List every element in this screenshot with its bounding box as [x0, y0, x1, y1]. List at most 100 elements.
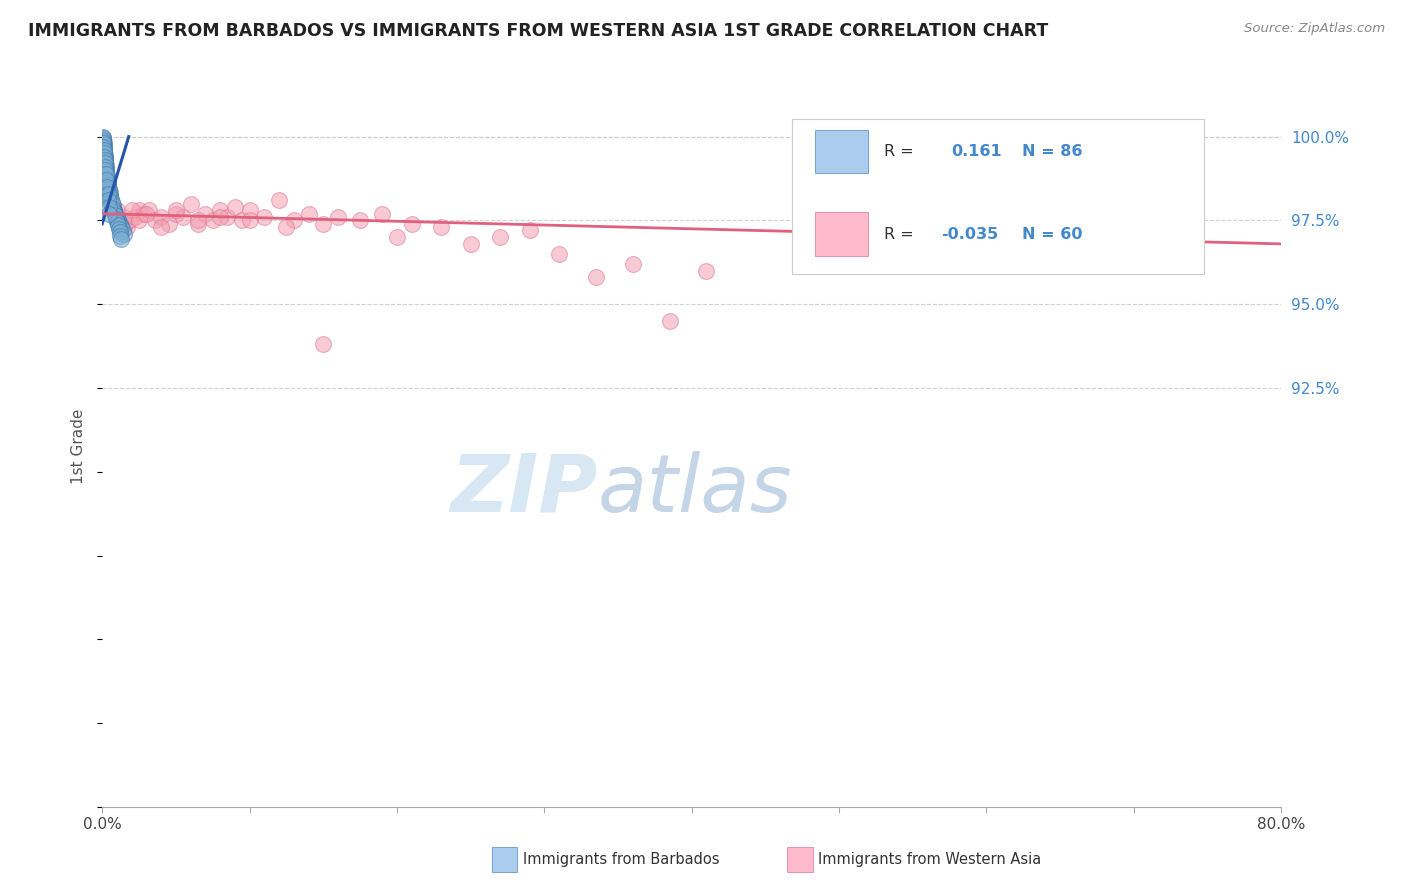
Point: [105, 210, 128, 224]
Text: Source: ZipAtlas.com: Source: ZipAtlas.com: [1244, 22, 1385, 36]
Point: [111, 223, 134, 237]
Point: [658, 314, 681, 328]
Point: [107, 213, 129, 227]
Point: [93, 146, 115, 161]
Point: [91, 133, 114, 147]
Point: [100, 196, 122, 211]
Point: [187, 217, 209, 231]
Point: [385, 230, 408, 244]
Point: [93, 139, 115, 153]
Point: [326, 210, 349, 224]
Point: [283, 213, 305, 227]
Text: Immigrants from Barbados: Immigrants from Barbados: [523, 853, 720, 867]
Point: [239, 203, 262, 218]
Point: [110, 232, 132, 246]
Point: [267, 194, 290, 208]
Point: [96, 186, 118, 201]
Point: [98, 190, 121, 204]
Point: [98, 185, 121, 199]
Point: [138, 203, 160, 218]
Point: [585, 270, 607, 285]
Point: [105, 210, 128, 224]
Point: [101, 200, 124, 214]
Text: R =: R =: [884, 227, 914, 242]
Point: [93, 139, 115, 153]
Point: [94, 163, 117, 178]
Point: [97, 183, 120, 197]
Point: [96, 180, 118, 194]
Point: [96, 167, 118, 181]
Point: [105, 210, 128, 224]
Point: [180, 196, 202, 211]
Point: [103, 203, 125, 218]
Point: [97, 175, 120, 189]
Point: [104, 207, 127, 221]
Point: [105, 211, 128, 226]
Point: [94, 154, 117, 169]
Text: Immigrants from Western Asia: Immigrants from Western Asia: [818, 853, 1042, 867]
Point: [107, 222, 129, 236]
Point: [231, 213, 253, 227]
Point: [187, 213, 209, 227]
Point: [110, 220, 132, 235]
Point: [143, 213, 166, 227]
Point: [312, 217, 335, 231]
Point: [135, 207, 157, 221]
Point: [94, 158, 117, 172]
Point: [110, 217, 132, 231]
Point: [239, 213, 262, 227]
Point: [100, 192, 122, 206]
Point: [101, 200, 124, 214]
Point: [107, 219, 129, 233]
Point: [150, 210, 173, 224]
Point: [401, 217, 423, 231]
Point: [94, 160, 117, 174]
Point: [93, 145, 115, 159]
Point: [107, 213, 129, 227]
FancyBboxPatch shape: [792, 119, 1205, 274]
Point: [96, 169, 118, 184]
Point: [312, 337, 335, 351]
Point: [120, 213, 142, 227]
Point: [112, 227, 135, 241]
Point: [103, 202, 125, 216]
Point: [349, 213, 371, 227]
Point: [93, 148, 115, 162]
Text: atlas: atlas: [598, 451, 792, 529]
Point: [97, 200, 120, 214]
Text: N = 60: N = 60: [1022, 227, 1083, 242]
Point: [128, 203, 150, 218]
Point: [209, 210, 232, 224]
Point: [253, 210, 276, 224]
Point: [165, 203, 187, 218]
Point: [91, 129, 114, 144]
Point: [93, 136, 115, 151]
Point: [93, 153, 115, 167]
Point: [157, 217, 180, 231]
Point: [93, 146, 115, 161]
Point: [110, 220, 132, 235]
Point: [93, 143, 115, 157]
Point: [98, 188, 121, 202]
Point: [108, 217, 131, 231]
Point: [112, 220, 135, 235]
Point: [101, 194, 124, 209]
Point: [101, 198, 124, 212]
Point: [548, 247, 571, 261]
Point: [165, 207, 187, 221]
Point: [93, 135, 115, 149]
Point: [201, 213, 224, 227]
Point: [224, 200, 246, 214]
Point: [94, 152, 117, 166]
Point: [96, 171, 118, 186]
Point: [103, 203, 125, 218]
Point: [98, 207, 121, 221]
Point: [94, 160, 117, 174]
Text: N = 86: N = 86: [1022, 144, 1083, 159]
Point: [172, 210, 194, 224]
Point: [97, 194, 120, 208]
FancyBboxPatch shape: [815, 212, 869, 256]
Point: [94, 167, 117, 181]
FancyBboxPatch shape: [815, 129, 869, 173]
Point: [124, 210, 146, 224]
